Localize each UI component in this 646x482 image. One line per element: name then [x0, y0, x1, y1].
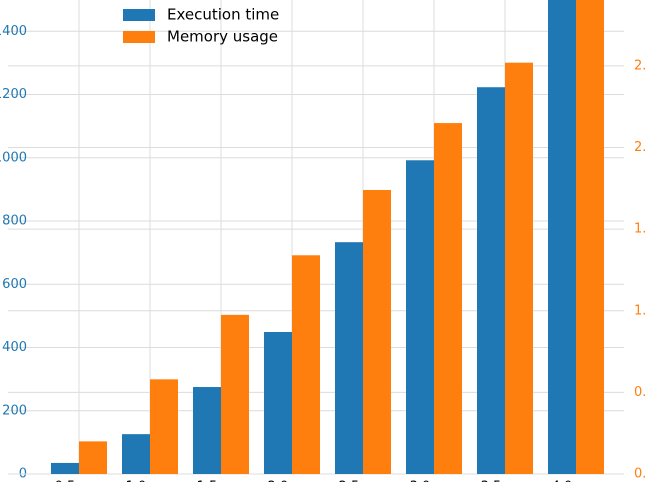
bar — [150, 379, 178, 474]
bar — [264, 332, 292, 474]
bar — [434, 123, 462, 474]
bar — [193, 387, 221, 474]
y-tick-label: 200 — [2, 403, 27, 418]
bar — [335, 242, 363, 474]
x-tick-label: 3.5 — [481, 480, 502, 482]
legend-swatch — [123, 31, 155, 43]
bar — [548, 0, 576, 474]
x-tick-label: 1.0 — [126, 480, 147, 482]
bar — [292, 255, 320, 474]
bar — [122, 434, 150, 474]
x-tick-label: 2.5 — [339, 480, 360, 482]
y-tick-label: 800 — [2, 214, 27, 229]
legend-swatch — [123, 9, 155, 21]
y-tick-label: 1400 — [0, 24, 27, 39]
legend-label: Execution time — [167, 6, 279, 24]
x-tick-label: 0.5 — [55, 480, 76, 482]
legend-label: Memory usage — [167, 28, 278, 46]
bar — [406, 160, 434, 474]
y2-tick-label: 1.5 — [634, 222, 646, 237]
y-tick-label: 1000 — [0, 150, 27, 165]
bar — [363, 189, 391, 474]
x-tick-label: 3.0 — [410, 480, 431, 482]
bar — [576, 0, 604, 475]
bar — [51, 462, 79, 474]
bar — [79, 441, 107, 474]
y2-tick-label: 2.5 — [634, 58, 646, 73]
x-tick-label: 1.5 — [197, 480, 218, 482]
y2-tick-label: 2.0 — [634, 140, 646, 155]
y2-tick-label: 0.5 — [634, 385, 646, 400]
y2-tick-label: 0.0 — [634, 467, 646, 482]
bar — [477, 87, 505, 474]
bar — [505, 62, 533, 475]
y2-tick-label: 1.0 — [634, 303, 646, 318]
x-tick-label: 2.0 — [268, 480, 289, 482]
y-tick-label: 600 — [2, 277, 27, 292]
y-tick-label: 400 — [2, 340, 27, 355]
x-tick-label: 4.0 — [552, 480, 573, 482]
y-tick-label: 1200 — [0, 87, 27, 102]
bar — [221, 314, 249, 474]
